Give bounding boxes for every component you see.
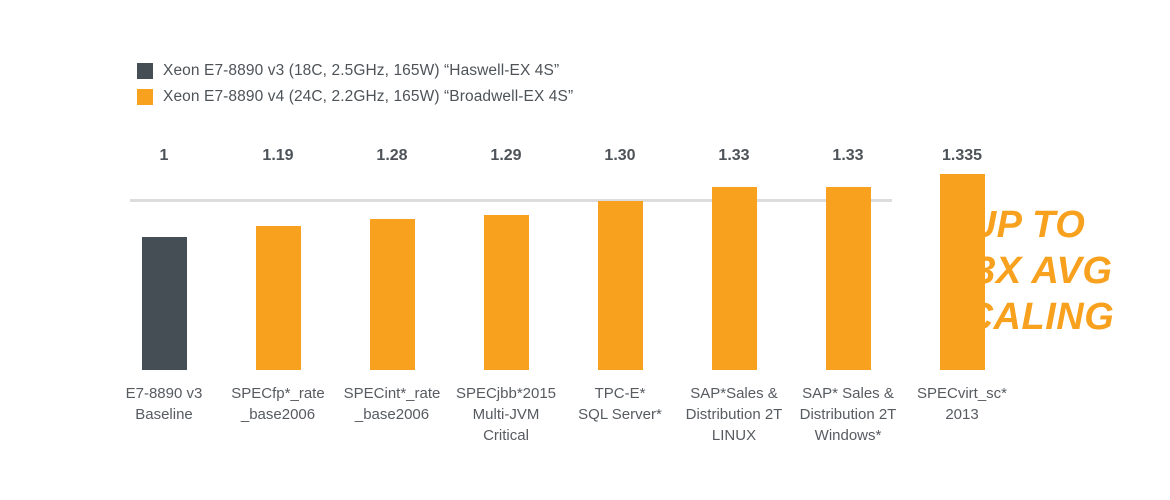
legend-label-v3: Xeon E7-8890 v3 (18C, 2.5GHz, 165W) “Has…	[163, 62, 560, 79]
legend-label-v4: Xeon E7-8890 v4 (24C, 2.2GHz, 165W) “Bro…	[163, 88, 574, 105]
bar-value-label: 1.335	[941, 147, 983, 164]
bar-value-label: 1.30	[604, 147, 636, 164]
category-label: SPECint*_rate _base2006	[343, 385, 441, 423]
bar	[255, 226, 301, 370]
bar-slot	[335, 167, 449, 370]
category-label: E7-8890 v3 Baseline	[125, 385, 203, 423]
bar-slot	[791, 167, 905, 370]
bar-value-label: 1.33	[832, 147, 864, 164]
reference-line	[130, 199, 892, 202]
bar-value-label: 1	[159, 147, 169, 164]
bar	[939, 174, 985, 370]
category-label: SPECjbb*2015 Multi-JVM Critical	[455, 385, 557, 444]
bar-column: 1.19 SPECfp*_rate _base2006	[221, 145, 335, 446]
bar-column: 1.29 SPECjbb*2015 Multi-JVM Critical	[449, 145, 563, 446]
legend: Xeon E7-8890 v3 (18C, 2.5GHz, 165W) “Has…	[137, 62, 573, 106]
bar-value-label: 1.28	[376, 147, 408, 164]
legend-item-v3: Xeon E7-8890 v3 (18C, 2.5GHz, 165W) “Has…	[137, 62, 573, 80]
bar	[825, 187, 871, 370]
bar	[483, 215, 529, 370]
bar-slot	[563, 167, 677, 370]
bar-slot	[221, 167, 335, 370]
bar-column: 1 E7-8890 v3 Baseline	[107, 145, 221, 446]
bar-column: 1.33 SAP* Sales & Distribution 2T Windows…	[791, 145, 905, 446]
bar-chart: 1 E7-8890 v3 Baseline 1.19 SPECfp*_rate _ba…	[107, 145, 1007, 446]
bar-slot	[677, 167, 791, 370]
legend-swatch-v4	[137, 89, 153, 105]
bar	[141, 237, 187, 370]
bar	[369, 219, 415, 370]
bar	[711, 187, 757, 370]
category-label: TPC-E* SQL Server*	[578, 385, 662, 423]
bar-slot	[449, 167, 563, 370]
bar-column: 1.28 SPECint*_rate _base2006	[335, 145, 449, 446]
bar-column: 1.33 SAP*Sales & Distribution 2T LINUX	[677, 145, 791, 446]
category-label: SAP*Sales & Distribution 2T LINUX	[685, 385, 783, 444]
bar-value-label: 1.19	[262, 147, 294, 164]
category-label: SAP* Sales & Distribution 2T Windows*	[799, 385, 897, 444]
category-label: SPECfp*_rate _base2006	[231, 385, 325, 423]
bar-value-label: 1.29	[490, 147, 522, 164]
bar-value-label: 1.33	[718, 147, 750, 164]
bar-slot	[107, 167, 221, 370]
bar-column: 1.335 SPECvirt_sc* 2013	[905, 145, 1019, 446]
bar-slot	[905, 167, 1019, 370]
bar-column: 1.30 TPC-E* SQL Server*	[563, 145, 677, 446]
bar	[597, 201, 643, 370]
legend-swatch-v3	[137, 63, 153, 79]
category-label: SPECvirt_sc* 2013	[916, 385, 1008, 423]
legend-item-v4: Xeon E7-8890 v4 (24C, 2.2GHz, 165W) “Bro…	[137, 88, 573, 106]
